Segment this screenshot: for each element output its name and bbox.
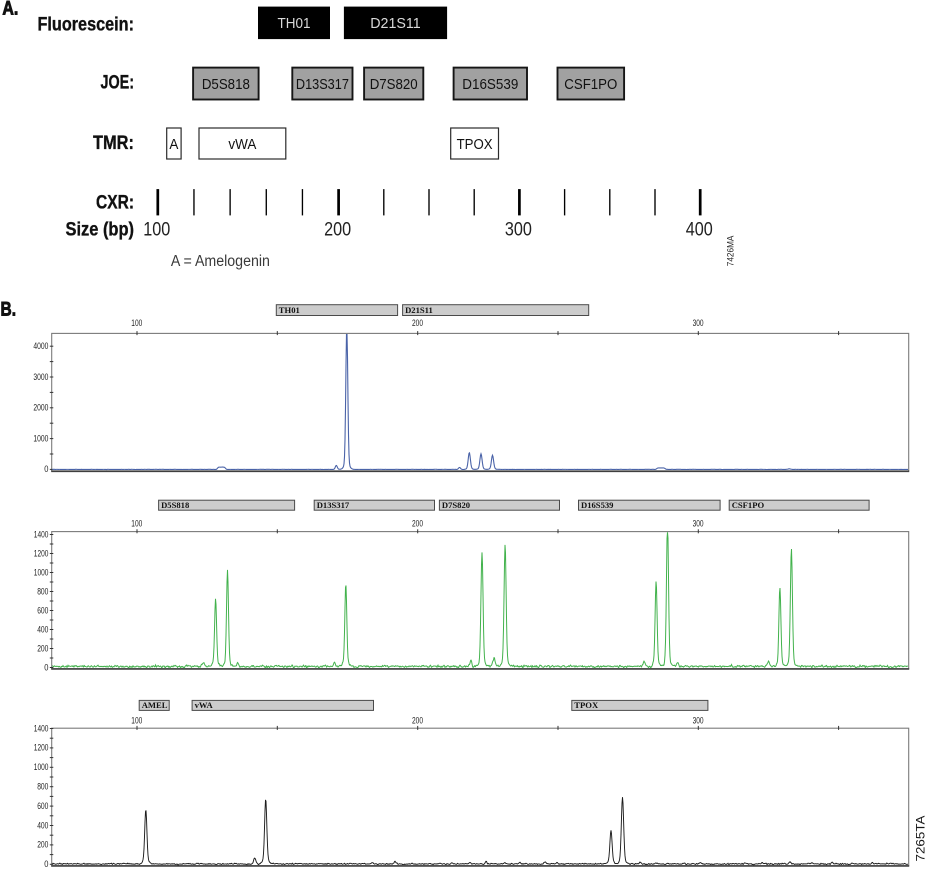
svg-text:300: 300 [693, 716, 704, 727]
svg-text:D16S539: D16S539 [462, 77, 518, 93]
svg-text:0: 0 [44, 662, 48, 673]
svg-text:1000: 1000 [33, 433, 48, 444]
svg-text:1400: 1400 [34, 723, 49, 734]
svg-text:D21S11: D21S11 [405, 305, 433, 315]
svg-text:TPOX: TPOX [457, 137, 493, 153]
svg-text:D16S539: D16S539 [581, 500, 613, 510]
svg-text:Size (bp): Size (bp) [66, 220, 135, 241]
svg-text:200: 200 [324, 220, 351, 241]
svg-text:A: A [169, 137, 178, 153]
svg-text:1000: 1000 [34, 567, 49, 578]
svg-text:Fluorescein:: Fluorescein: [38, 14, 135, 35]
svg-text:600: 600 [37, 605, 48, 616]
svg-text:100: 100 [131, 716, 142, 727]
svg-text:A = Amelogenin: A = Amelogenin [171, 253, 270, 270]
svg-text:200: 200 [412, 518, 423, 529]
svg-text:300: 300 [693, 318, 704, 329]
svg-text:200: 200 [412, 318, 423, 329]
svg-text:0: 0 [44, 464, 48, 475]
svg-text:4000: 4000 [33, 341, 48, 352]
svg-text:100: 100 [143, 220, 170, 241]
svg-text:D13S317: D13S317 [296, 77, 349, 93]
svg-text:7265TA: 7265TA [916, 815, 928, 861]
svg-text:400: 400 [37, 820, 48, 831]
svg-text:600: 600 [37, 801, 48, 812]
svg-text:JOE:: JOE: [101, 73, 135, 94]
svg-text:100: 100 [131, 318, 142, 329]
svg-text:TH01: TH01 [278, 16, 311, 32]
svg-text:400: 400 [686, 220, 713, 241]
svg-text:1000: 1000 [34, 762, 49, 773]
svg-text:800: 800 [37, 782, 48, 793]
svg-text:7426MA: 7426MA [726, 236, 736, 267]
svg-text:D7S820: D7S820 [442, 500, 470, 510]
svg-text:1200: 1200 [34, 548, 49, 559]
svg-text:100: 100 [131, 518, 142, 529]
svg-text:400: 400 [37, 624, 48, 635]
svg-text:0: 0 [44, 859, 48, 870]
svg-text:200: 200 [37, 840, 48, 851]
svg-text:D13S317: D13S317 [317, 500, 350, 510]
svg-text:D5S818: D5S818 [202, 77, 250, 93]
svg-text:1400: 1400 [34, 529, 49, 540]
svg-text:800: 800 [37, 586, 48, 597]
svg-text:A.: A. [2, 0, 18, 20]
svg-text:2000: 2000 [33, 403, 48, 414]
svg-text:3000: 3000 [33, 372, 48, 383]
svg-text:TPOX: TPOX [574, 700, 599, 710]
svg-text:1200: 1200 [34, 743, 49, 754]
svg-text:TMR:: TMR: [93, 133, 134, 154]
svg-text:vWA: vWA [195, 700, 214, 710]
svg-text:D5S818: D5S818 [161, 500, 190, 510]
svg-text:AMEL: AMEL [142, 700, 168, 710]
svg-text:200: 200 [37, 643, 48, 654]
svg-text:CXR:: CXR: [96, 193, 134, 214]
svg-text:300: 300 [693, 518, 704, 529]
svg-text:vWA: vWA [228, 137, 256, 153]
svg-text:TH01: TH01 [279, 305, 300, 315]
svg-text:D7S820: D7S820 [370, 77, 418, 93]
svg-text:300: 300 [505, 220, 532, 241]
svg-text:D21S11: D21S11 [370, 16, 421, 32]
svg-text:B.: B. [1, 300, 17, 321]
svg-text:200: 200 [412, 716, 423, 727]
svg-text:CSF1PO: CSF1PO [564, 77, 617, 93]
svg-text:CSF1PO: CSF1PO [732, 500, 765, 510]
